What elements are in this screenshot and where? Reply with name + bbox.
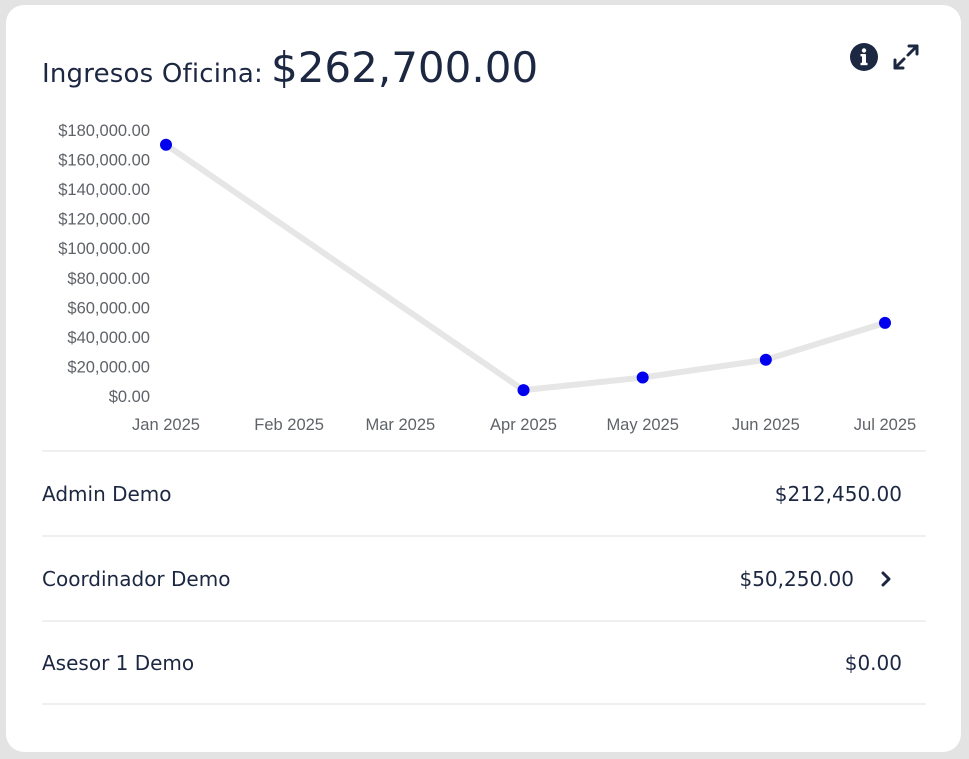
- row-amount: $50,250.00: [739, 566, 854, 591]
- x-tick-label: Mar 2025: [366, 416, 436, 434]
- y-tick-label: $60,000.00: [67, 299, 150, 317]
- data-point[interactable]: [517, 384, 530, 397]
- header-total: $262,700.00: [270, 43, 539, 92]
- y-tick-label: $160,000.00: [58, 152, 150, 170]
- y-tick-label: $0.00: [109, 388, 150, 406]
- data-point[interactable]: [160, 138, 172, 151]
- data-point[interactable]: [759, 353, 772, 366]
- x-tick-label: Apr 2025: [490, 416, 557, 434]
- y-tick-label: $100,000.00: [58, 240, 150, 258]
- revenue-line-chart: $0.00 $20,000.00 $40,000.00 $60,000.00 $80,0…: [58, 122, 916, 434]
- data-point[interactable]: [879, 316, 891, 329]
- breakdown-list: Admin Demo $212,450.00 Coordinador Demo …: [42, 450, 926, 705]
- list-item: Asesor 1 Demo $0.00: [42, 620, 926, 705]
- expand-icon[interactable]: [890, 41, 922, 73]
- card-header: Ingresos Oficina: $262,700.00: [42, 43, 538, 99]
- row-name: Coordinador Demo: [42, 566, 231, 591]
- y-tick-label: $20,000.00: [67, 358, 150, 376]
- row-amount: $0.00: [844, 650, 902, 675]
- x-tick-label: Jun 2025: [732, 416, 800, 434]
- chevron-right-icon[interactable]: [876, 569, 896, 589]
- info-icon[interactable]: [848, 41, 880, 73]
- x-tick-label: Jan 2025: [132, 416, 200, 434]
- y-tick-label: $140,000.00: [58, 181, 150, 199]
- row-name: Admin Demo: [42, 481, 172, 506]
- y-tick-label: $120,000.00: [58, 211, 150, 229]
- revenue-card: Ingresos Oficina: $262,700.00 $0.00 $20,0…: [6, 5, 961, 752]
- series-line: [163, 141, 888, 394]
- row-name: Asesor 1 Demo: [42, 650, 195, 675]
- list-item: Admin Demo $212,450.00: [42, 450, 926, 535]
- row-amount: $212,450.00: [774, 481, 902, 506]
- y-tick-label: $40,000.00: [67, 329, 150, 347]
- list-item[interactable]: Coordinador Demo $50,250.00: [42, 535, 926, 620]
- data-point[interactable]: [636, 371, 649, 384]
- y-tick-label: $80,000.00: [67, 270, 150, 288]
- header-label: Ingresos Oficina:: [42, 59, 263, 89]
- x-tick-label: Jul 2025: [854, 416, 916, 434]
- x-tick-label: May 2025: [606, 416, 678, 434]
- y-tick-label: $180,000.00: [58, 122, 150, 140]
- x-tick-label: Feb 2025: [254, 416, 324, 434]
